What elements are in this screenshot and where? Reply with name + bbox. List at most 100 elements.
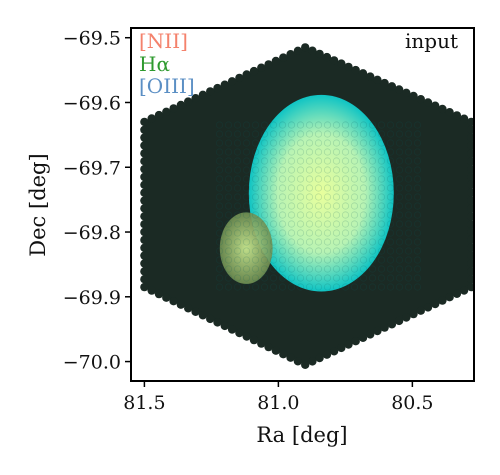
pixel-grid-cell — [251, 157, 260, 165]
hexagon-edge-dot — [416, 95, 425, 104]
pixel-grid-cell — [377, 265, 386, 273]
pixel-grid-cell — [233, 121, 242, 129]
pixel-grid-cell — [314, 121, 323, 129]
pixel-grid-cell — [278, 121, 287, 129]
pixel-grid-cell — [323, 247, 332, 255]
hexagon-edge-dot — [467, 275, 474, 284]
hexagon-edge-dot — [387, 82, 397, 91]
pixel-grid-cell — [404, 229, 413, 237]
pixel-grid-cell — [296, 184, 305, 192]
pixel-grid-cell — [413, 130, 422, 138]
pixel-grid-overlay — [215, 121, 422, 291]
pixel-grid-cell — [350, 229, 359, 237]
hexagon-edge-dot — [467, 172, 474, 182]
pixel-grid-cell — [296, 121, 305, 129]
pixel-grid-cell — [368, 157, 377, 165]
pixel-grid-cell — [350, 184, 359, 192]
pixel-grid-cell — [413, 202, 422, 210]
pixel-grid-cell — [404, 193, 413, 201]
pixel-grid-cell — [377, 256, 386, 264]
pixel-grid-cell — [242, 166, 251, 174]
hexagon-edge-dot — [467, 220, 474, 229]
pixel-grid-cell — [296, 247, 305, 255]
hexagon-edge-dot — [154, 289, 164, 299]
pixel-grid-cell — [395, 121, 404, 129]
pixel-grid-cell — [224, 157, 233, 165]
pixel-grid-cell — [350, 220, 359, 228]
pixel-grid-cell — [233, 166, 242, 174]
pixel-grid-cell — [260, 166, 269, 174]
pixel-grid-cell — [296, 175, 305, 183]
pixel-grid-cell — [377, 202, 386, 210]
hexagon-edge-dot — [452, 289, 462, 298]
pixel-grid-cell — [260, 265, 269, 273]
pixel-grid-cell — [278, 247, 287, 255]
hexagon-edge-dot — [438, 104, 447, 114]
pixel-grid-cell — [395, 256, 404, 264]
pixel-grid-cell — [323, 184, 332, 192]
pixel-grid-cell — [332, 247, 341, 255]
pixel-grid-cell — [332, 166, 341, 174]
pixel-grid-cell — [350, 193, 359, 201]
pixel-grid-cell — [359, 148, 368, 156]
hexagon-edge-dot — [344, 62, 353, 72]
pixel-grid-cell — [269, 220, 278, 228]
pixel-grid-cell — [386, 238, 395, 246]
pixel-grid-cell — [350, 148, 359, 156]
pixel-grid-cell — [377, 130, 386, 138]
pixel-grid-cell — [314, 229, 323, 237]
pixel-grid-cell — [359, 247, 368, 255]
pixel-grid-cell — [350, 130, 359, 138]
hexagon-edge-dot — [467, 157, 474, 166]
pixel-grid-cell — [386, 184, 395, 192]
hexagon-edge-dot — [249, 66, 259, 76]
x-tick-label: 81.5 — [123, 392, 165, 414]
pixel-grid-cell — [260, 157, 269, 165]
pixel-grid-cell — [332, 274, 341, 282]
pixel-grid-cell — [395, 211, 404, 219]
pixel-grid-cell — [278, 139, 287, 147]
pixel-grid-cell — [377, 247, 386, 255]
pixel-grid-cell — [341, 157, 350, 165]
hexagon-edge-dot — [140, 235, 149, 245]
pixel-grid-cell — [359, 211, 368, 219]
pixel-grid-cell — [404, 121, 413, 129]
pixel-grid-cell — [251, 166, 260, 174]
hexagon-edge-dot — [380, 323, 389, 332]
pixel-grid-cell — [323, 283, 332, 291]
pixel-grid-cell — [359, 184, 368, 192]
hexagon-edge-dot — [257, 339, 266, 348]
hexagon-edge-dot — [271, 346, 281, 355]
pixel-grid-cell — [341, 238, 350, 246]
pixel-grid-cell — [305, 220, 314, 228]
pixel-grid-cell — [242, 256, 251, 264]
pixel-grid-cell — [233, 229, 242, 237]
hexagon-edge-dot — [293, 46, 303, 55]
pixel-grid-cell — [323, 274, 332, 282]
pixel-grid-cell — [368, 238, 377, 246]
x-axis-ticks: 81.5 81.0 80.5 — [123, 381, 434, 414]
pixel-grid-cell — [359, 256, 368, 264]
pixel-grid-cell — [368, 211, 377, 219]
pixel-grid-cell — [260, 184, 269, 192]
hexagon-edge-dot — [264, 60, 273, 69]
pixel-grid-cell — [377, 238, 386, 246]
pixel-grid-cell — [242, 193, 251, 201]
pixel-grid-cell — [278, 256, 287, 264]
pixel-grid-cell — [305, 229, 314, 237]
pixel-grid-cell — [386, 247, 395, 255]
hexagon-edge-dot — [431, 299, 440, 309]
pixel-grid-cell — [215, 193, 224, 201]
pixel-grid-cell — [350, 247, 359, 255]
plot-frame — [130, 27, 475, 382]
pixel-grid-cell — [359, 193, 368, 201]
pixel-grid-cell — [224, 211, 233, 219]
pixel-grid-cell — [350, 238, 359, 246]
pixel-grid-cell — [386, 283, 395, 291]
pixel-grid-cell — [395, 139, 404, 147]
pixel-grid-cell — [278, 220, 287, 228]
hexagon-edge-dot — [213, 83, 222, 93]
pixel-grid-cell — [359, 238, 368, 246]
pixel-grid-cell — [251, 121, 260, 129]
pixel-grid-cell — [260, 211, 269, 219]
